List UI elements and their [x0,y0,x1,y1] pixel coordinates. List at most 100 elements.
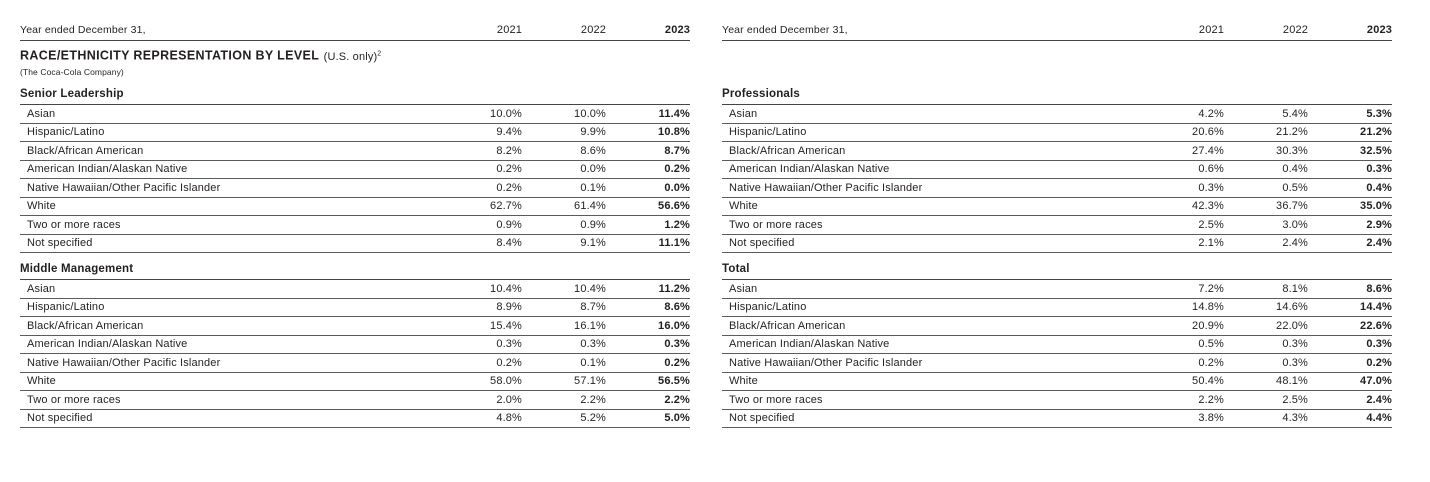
value-2023: 5.0% [664,412,690,425]
header-spacer [722,41,1392,88]
table-row: American Indian/Alaskan Native 0.3% 0.3% 0.… [20,336,690,354]
row-label: Black/African American [729,144,846,157]
row-label: Black/African American [27,144,144,157]
value-2023: 2.2% [664,393,690,406]
value-2021: 0.6% [1198,163,1224,176]
value-2023: 0.3% [1366,338,1392,351]
value-2021: 0.9% [496,218,522,231]
row-label: Native Hawaiian/Other Pacific Islander [729,356,923,369]
value-2023: 2.9% [1366,218,1392,231]
table-row: Native Hawaiian/Other Pacific Islander 0.… [722,354,1392,373]
table-row: Black/African American 20.9% 22.0% 22.6% [722,317,1392,336]
row-label: Hispanic/Latino [729,301,807,314]
table-row: Hispanic/Latino 14.8% 14.6% 14.4% [722,299,1392,317]
value-2023: 0.2% [664,163,690,176]
table-row: Two or more races 2.5% 3.0% 2.9% [722,216,1392,235]
year-2021-header: 2021 [496,24,522,36]
table-row: White 62.7% 61.4% 56.6% [20,198,690,216]
value-2021: 9.4% [496,126,522,139]
table-row: Not specified 2.1% 2.4% 2.4% [722,235,1392,253]
table-row: Asian 10.4% 10.4% 11.2% [20,280,690,299]
page-title: RACE/ETHNICITY REPRESENTATION BY LEVEL (… [20,47,690,64]
value-2022: 5.2% [580,412,606,425]
value-2021: 27.4% [1192,144,1224,157]
value-2023: 14.4% [1360,301,1392,314]
value-2022: 9.1% [580,237,606,250]
row-label: Asian [27,107,56,120]
value-2021: 0.3% [496,338,522,351]
value-2022: 0.4% [1282,163,1308,176]
value-2022: 5.4% [1282,107,1308,120]
row-label: Black/African American [729,319,846,332]
value-2022: 3.0% [1282,218,1308,231]
value-2021: 2.0% [496,393,522,406]
row-label: Black/African American [27,319,144,332]
row-label: Not specified [27,412,93,425]
left-column: Year ended December 31, 2021 2022 2023 R… [20,24,690,428]
value-2023: 0.2% [1366,356,1392,369]
value-2022: 0.3% [1282,338,1308,351]
value-2021: 50.4% [1192,375,1224,388]
value-2023: 8.6% [664,301,690,314]
value-2021: 15.4% [490,319,522,332]
value-2023: 0.2% [664,356,690,369]
value-2022: 57.1% [574,375,606,388]
table-row: Native Hawaiian/Other Pacific Islander 0.… [20,354,690,373]
value-2021: 2.5% [1198,218,1224,231]
row-label: Asian [27,282,56,295]
value-2023: 32.5% [1360,144,1392,157]
table-header-right: Year ended December 31, 2021 2022 2023 [722,24,1392,41]
value-2021: 4.2% [1198,107,1224,120]
title-block: RACE/ETHNICITY REPRESENTATION BY LEVEL (… [20,41,690,88]
value-2021: 8.4% [496,237,522,250]
row-label: Native Hawaiian/Other Pacific Islander [729,181,923,194]
value-2022: 0.9% [580,218,606,231]
table-row: White 58.0% 57.1% 56.5% [20,373,690,391]
value-2021: 0.2% [496,181,522,194]
value-2021: 0.2% [496,356,522,369]
value-2021: 4.8% [496,412,522,425]
row-label: Two or more races [27,218,121,231]
value-2023: 0.0% [664,181,690,194]
value-2022: 10.4% [574,282,606,295]
value-2022: 2.2% [580,393,606,406]
value-2021: 0.2% [496,163,522,176]
value-2021: 10.0% [490,107,522,120]
value-2021: 62.7% [490,200,522,213]
value-2021: 7.2% [1198,282,1224,295]
section-header: Total [722,263,1392,280]
value-2023: 2.4% [1366,393,1392,406]
table-row: Black/African American 15.4% 16.1% 16.0% [20,317,690,336]
section-header: Professionals [722,88,1392,105]
row-label: Asian [729,282,758,295]
row-label: Two or more races [27,393,121,406]
value-2023: 2.4% [1366,237,1392,250]
section-professionals: Professionals Asian 4.2% 5.4% 5.3% Hispanic/L… [722,88,1392,253]
value-2022: 8.7% [580,301,606,314]
year-ended-label: Year ended December 31, [722,24,848,36]
value-2023: 22.6% [1360,319,1392,332]
table-header-left: Year ended December 31, 2021 2022 2023 [20,24,690,41]
table-row: Two or more races 2.2% 2.5% 2.4% [722,391,1392,410]
row-label: American Indian/Alaskan Native [729,338,890,351]
value-2021: 20.9% [1192,319,1224,332]
row-label: White [27,200,56,213]
row-label: American Indian/Alaskan Native [27,163,188,176]
value-2022: 2.5% [1282,393,1308,406]
value-2021: 0.2% [1198,356,1224,369]
value-2022: 21.2% [1276,126,1308,139]
value-2023: 8.7% [664,144,690,157]
value-2023: 35.0% [1360,200,1392,213]
value-2022: 0.5% [1282,181,1308,194]
value-2022: 48.1% [1276,375,1308,388]
value-2022: 8.1% [1282,282,1308,295]
company-subtitle: (The Coca-Cola Company) [20,66,124,77]
section-header: Senior Leadership [20,88,690,105]
right-column: Year ended December 31, 2021 2022 2023 P… [722,24,1392,428]
section-senior-leadership: Senior Leadership Asian 10.0% 10.0% 11.4% His… [20,88,690,253]
value-2021: 20.6% [1192,126,1224,139]
value-2022: 0.3% [1282,356,1308,369]
title-scope-note: (U.S. only)2 [323,50,382,63]
value-2023: 0.4% [1366,181,1392,194]
row-label: Not specified [729,412,795,425]
